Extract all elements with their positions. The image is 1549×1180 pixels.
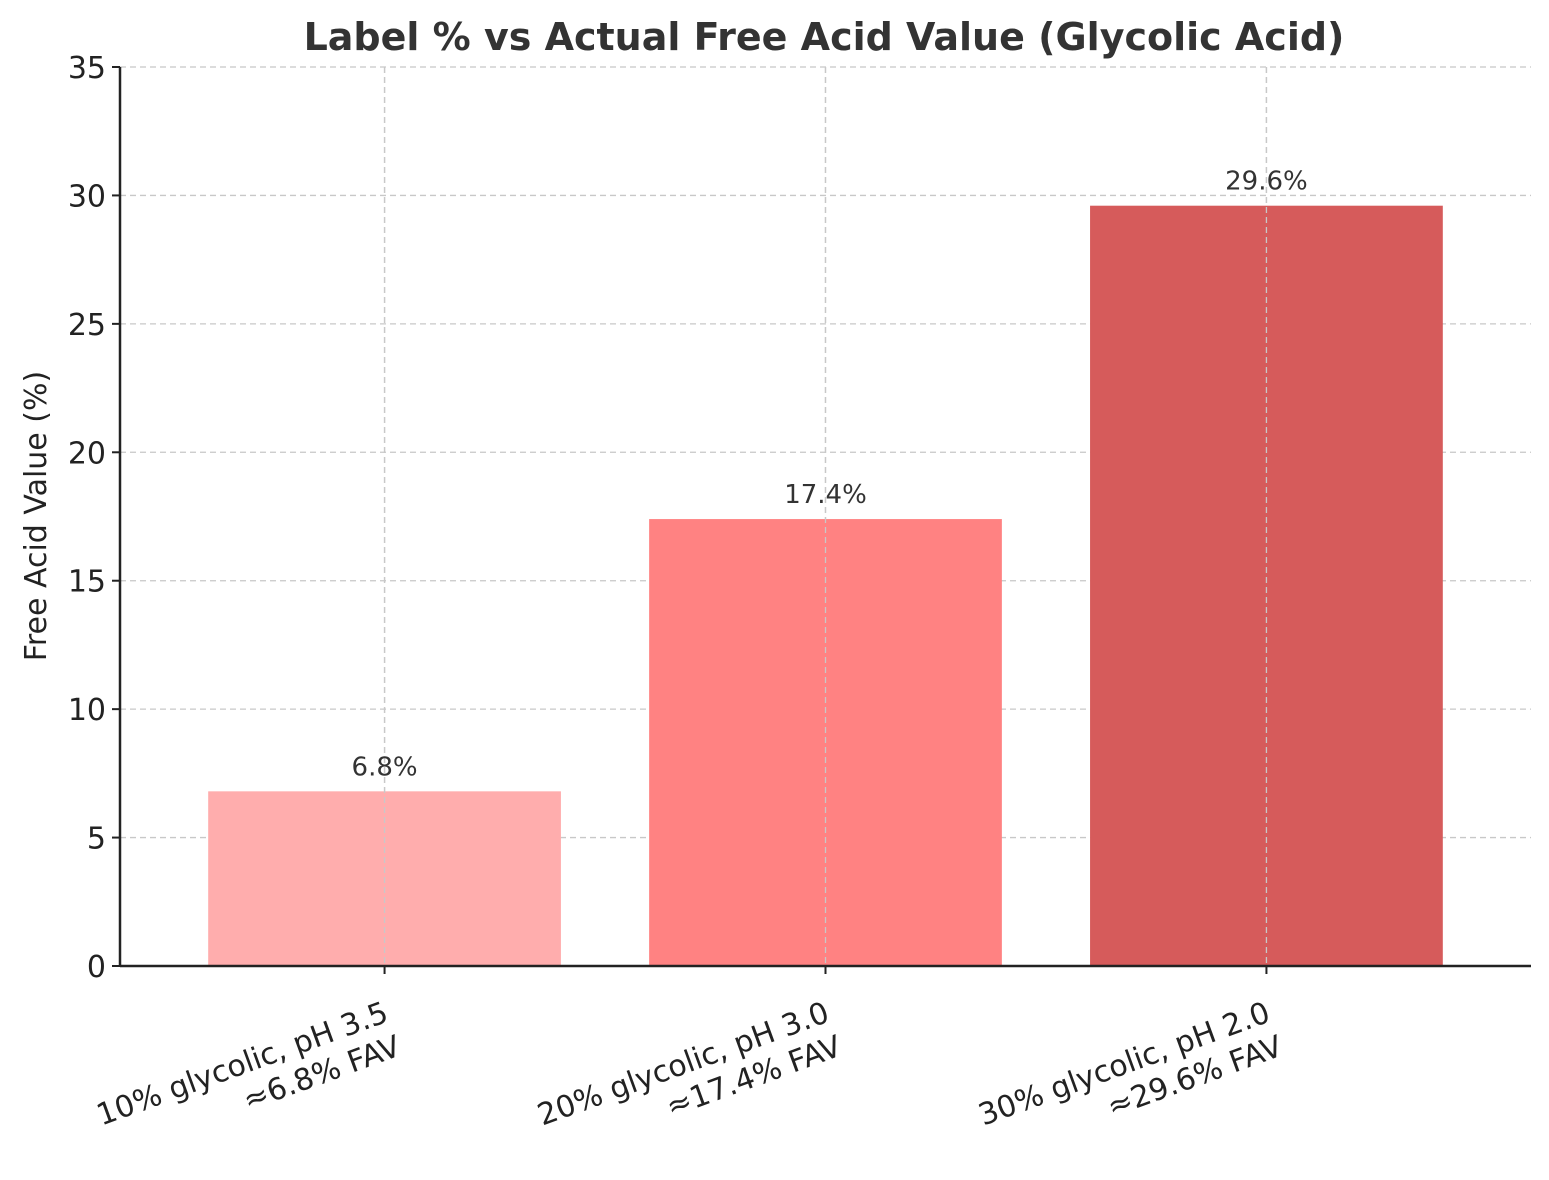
x-tick-label: 30% glycolic, pH 2.0≈29.6% FAV — [974, 995, 1287, 1167]
y-tick-label: 35 — [68, 51, 106, 86]
y-tick-label: 25 — [68, 308, 106, 343]
bar-value-label: 6.8% — [352, 752, 418, 782]
x-tick-label: 10% glycolic, pH 3.5≈6.8% FAV — [92, 995, 405, 1167]
y-tick-label: 30 — [68, 179, 106, 214]
y-tick-label: 15 — [68, 565, 106, 600]
y-tick-label: 0 — [87, 950, 106, 985]
y-tick-label: 10 — [68, 693, 106, 728]
x-tick-label: 20% glycolic, pH 3.0≈17.4% FAV — [533, 995, 846, 1167]
bar-value-label: 17.4% — [784, 480, 867, 510]
bar-value-label: 29.6% — [1225, 167, 1308, 197]
y-axis-label: Free Acid Value (%) — [19, 371, 54, 661]
chart-title: Label % vs Actual Free Acid Value (Glyco… — [304, 15, 1345, 59]
y-tick-label: 20 — [68, 436, 106, 471]
y-tick-label: 5 — [87, 822, 106, 857]
